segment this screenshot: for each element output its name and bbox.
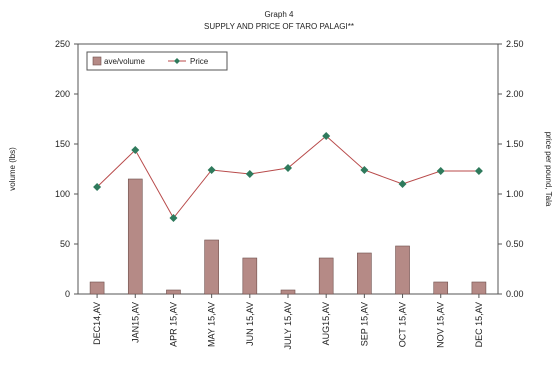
left-tick-label: 50	[60, 239, 70, 249]
x-tick-label: OCT 15,AV	[398, 302, 408, 347]
left-axis-title: volume (lbs)	[8, 147, 17, 191]
price-point	[398, 180, 407, 188]
price-point	[93, 183, 102, 191]
x-tick-label: SEP 15,AV	[359, 302, 369, 346]
legend-box	[86, 51, 228, 71]
legend-line-marker	[174, 58, 180, 64]
bar-series	[89, 178, 487, 295]
volume-bar	[395, 245, 410, 295]
right-tick-label: 2.00	[506, 89, 524, 99]
left-tick-label: 200	[55, 89, 70, 99]
volume-bar	[433, 281, 449, 295]
volume-bar	[166, 289, 181, 295]
x-tick-label: NOV 15,AV	[436, 302, 446, 348]
price-point	[245, 170, 254, 178]
left-axis-ticks: 0 50 100 150 200 250	[55, 39, 78, 299]
x-tick-label: APR 15,AV	[168, 302, 178, 347]
x-tick-label: DEC 15,AV	[474, 302, 484, 347]
volume-bar	[127, 178, 143, 295]
price-point	[169, 214, 178, 222]
price-point	[322, 132, 331, 140]
right-axis-ticks: 0.00 0.50 1.00 1.50 2.00 2.50	[498, 39, 524, 299]
right-tick-label: 2.50	[506, 39, 524, 49]
x-tick-label: JUN 15,AV	[245, 302, 255, 346]
right-tick-label: 1.00	[506, 189, 524, 199]
price-point	[207, 166, 216, 174]
x-axis-labels: DEC14,AV JAN15,AV APR 15,AV MAY 15,AV JUN 15…	[92, 294, 484, 350]
price-line	[96, 135, 479, 219]
volume-bar	[471, 281, 487, 295]
volume-bar	[242, 257, 258, 295]
right-tick-label: 0.00	[506, 289, 524, 299]
right-tick-label: 1.50	[506, 139, 524, 149]
left-tick-label: 250	[55, 39, 70, 49]
x-tick-label: DEC14,AV	[92, 302, 102, 345]
volume-bar	[318, 257, 334, 295]
price-series	[93, 132, 483, 222]
price-point	[360, 166, 369, 174]
volume-bar	[280, 289, 296, 295]
chart-subtitle: SUPPLY AND PRICE OF TARO PALAGI**	[204, 22, 354, 31]
legend-line-label: Price	[190, 57, 209, 66]
chart-title: Graph 4	[265, 10, 294, 19]
right-axis-title: price per pound, Tala	[544, 132, 553, 207]
left-tick-label: 100	[55, 189, 70, 199]
volume-bar	[89, 281, 105, 295]
price-point	[436, 167, 445, 175]
x-tick-label: JAN15,AV	[130, 302, 140, 343]
x-tick-label: JULY 15,AV	[283, 302, 293, 350]
right-tick-label: 0.50	[506, 239, 524, 249]
legend-bar-swatch	[92, 56, 102, 66]
volume-bar	[357, 252, 372, 295]
price-point	[474, 167, 483, 175]
legend: ave/volume Price	[86, 51, 228, 71]
x-tick-label: MAY 15,AV	[207, 302, 217, 347]
left-tick-label: 0	[65, 289, 70, 299]
price-point	[284, 164, 292, 172]
price-point	[131, 146, 140, 154]
x-tick-label: AUG15,AV	[321, 302, 331, 345]
volume-bar	[204, 239, 219, 295]
legend-bar-label: ave/volume	[104, 57, 145, 66]
left-tick-label: 150	[55, 139, 70, 149]
